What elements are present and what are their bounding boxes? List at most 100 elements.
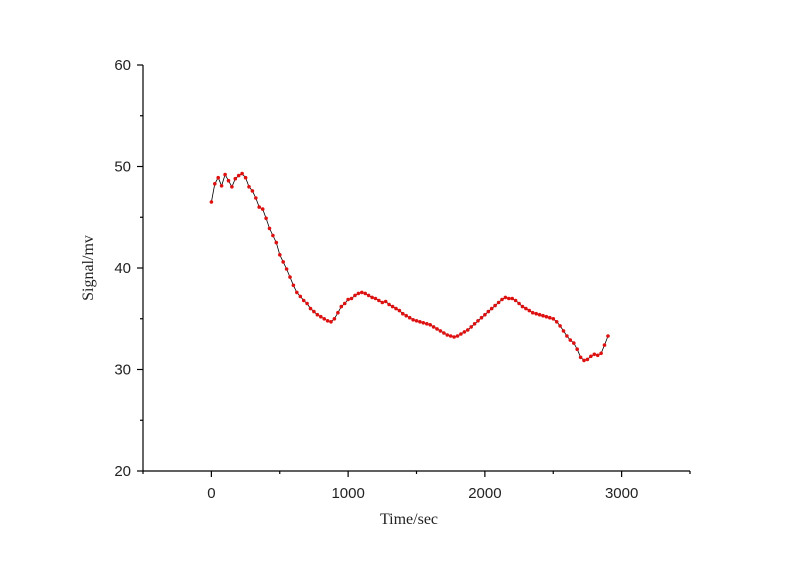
data-point: [274, 240, 279, 245]
data-point: [308, 306, 313, 311]
data-point: [257, 205, 262, 209]
y-axis-title: Signal/mv: [80, 235, 97, 301]
data-point: [264, 216, 268, 221]
x-axis-title: Time/sec: [380, 511, 438, 528]
data-point: [387, 302, 391, 307]
data-point: [599, 351, 603, 356]
data-point: [291, 283, 296, 288]
data-point: [592, 352, 597, 357]
data-point: [530, 310, 535, 315]
data-point: [466, 328, 470, 332]
data-point: [301, 298, 306, 303]
y-tick-label: 30: [114, 362, 131, 379]
data-point: [209, 200, 214, 204]
y-axis-ticks: 20 30 40 50 60: [114, 57, 143, 480]
data-point: [397, 308, 402, 313]
data-point: [349, 296, 354, 301]
x-tick-label: 0: [207, 485, 215, 502]
data-point: [319, 314, 323, 319]
data-point: [578, 355, 583, 360]
data-point: [558, 324, 562, 328]
data-point: [295, 290, 299, 295]
data-point: [298, 294, 303, 299]
data-point: [380, 300, 385, 305]
data-point: [281, 260, 286, 264]
data-point: [366, 293, 371, 298]
data-point: [247, 185, 251, 189]
data-point: [442, 331, 446, 335]
data-point: [425, 322, 429, 326]
data-point: [404, 313, 409, 318]
data-point: [356, 291, 361, 296]
data-point: [421, 321, 426, 325]
data-point: [411, 318, 415, 322]
data-point: [223, 172, 227, 177]
data-point: [329, 320, 333, 324]
data-point: [435, 327, 439, 331]
data-point: [503, 295, 508, 300]
data-point: [541, 313, 545, 318]
data-point: [305, 301, 309, 306]
data-point: [469, 325, 474, 329]
axes: [142, 65, 690, 472]
data-point: [360, 290, 364, 295]
data-point: [455, 334, 460, 338]
data-point: [278, 253, 282, 257]
data-point: [479, 315, 484, 320]
data-point: [585, 357, 590, 362]
data-point: [606, 334, 610, 338]
data-point: [216, 175, 220, 180]
data-point: [377, 298, 381, 303]
series-line: [211, 173, 609, 361]
data-point: [565, 334, 569, 338]
data-point: [431, 325, 436, 329]
x-tick-label: 3000: [605, 485, 638, 502]
data-point: [219, 184, 224, 188]
data-point: [554, 320, 559, 324]
data-point: [551, 317, 556, 321]
data-point: [452, 335, 456, 339]
data-point: [483, 312, 487, 317]
data-point: [568, 338, 573, 342]
data-point: [500, 297, 504, 302]
data-point: [213, 182, 217, 186]
data-point: [510, 296, 514, 301]
data-point: [517, 301, 521, 306]
y-tick-label: 20: [114, 463, 131, 480]
data-point: [428, 323, 433, 327]
data-point: [332, 317, 337, 321]
data-point: [595, 353, 600, 358]
data-point: [520, 304, 525, 309]
data-point: [476, 319, 480, 323]
data-point: [243, 175, 248, 180]
data-point: [363, 291, 368, 296]
data-point: [507, 296, 511, 301]
data-point: [575, 347, 579, 352]
data-point: [370, 295, 374, 300]
data-point: [339, 304, 344, 309]
data-point: [496, 300, 501, 305]
data-point: [260, 207, 265, 211]
data-point: [486, 309, 491, 314]
data-point: [462, 330, 467, 334]
data-point: [230, 185, 234, 189]
data-point: [493, 303, 497, 308]
data-point: [418, 320, 422, 324]
data-point: [336, 310, 340, 315]
data-point: [582, 358, 586, 363]
x-axis-ticks: 0 1000 2000 3000: [142, 471, 691, 502]
data-point: [472, 322, 477, 326]
data-point: [322, 317, 327, 321]
data-point: [267, 226, 272, 231]
data-point: [589, 354, 593, 359]
data-point: [250, 189, 255, 193]
data-point: [527, 308, 532, 313]
data-point: [233, 176, 238, 181]
data-point: [561, 329, 566, 333]
plot-area: [209, 171, 610, 363]
data-point: [489, 306, 494, 311]
data-point: [438, 329, 443, 333]
data-point: [524, 306, 528, 311]
data-point: [401, 311, 405, 316]
